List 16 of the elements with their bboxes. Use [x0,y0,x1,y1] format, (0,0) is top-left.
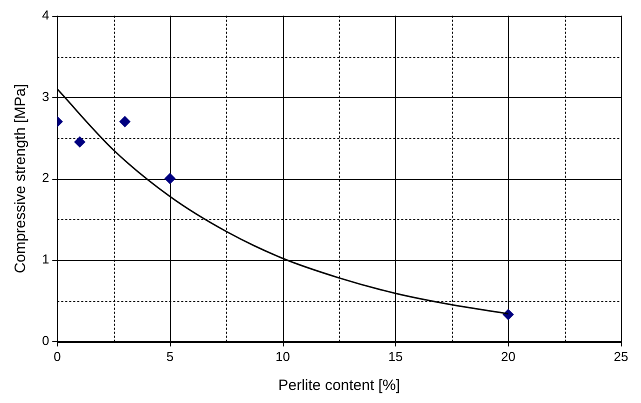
point [119,116,130,128]
x-tick-label: 20 [501,348,516,364]
y-tick-label: 2 [42,170,50,186]
y-tick-label: 1 [42,252,50,267]
x-tick-label: 25 [614,348,628,364]
point [164,173,176,184]
x-tick-label: 15 [388,348,403,364]
y-axis-title: Compressive strength [MPa] [12,84,30,274]
point [74,136,86,148]
y-tick-label: 0 [42,332,50,348]
y-tick-label: 4 [42,7,50,22]
y-tick-label: 3 [42,88,50,104]
x-tick-label: 0 [54,348,61,364]
x-axis-title: Perlite content [%] [278,377,400,394]
x-tick-label: 10 [276,348,290,364]
x-tick-label: 5 [166,348,174,364]
